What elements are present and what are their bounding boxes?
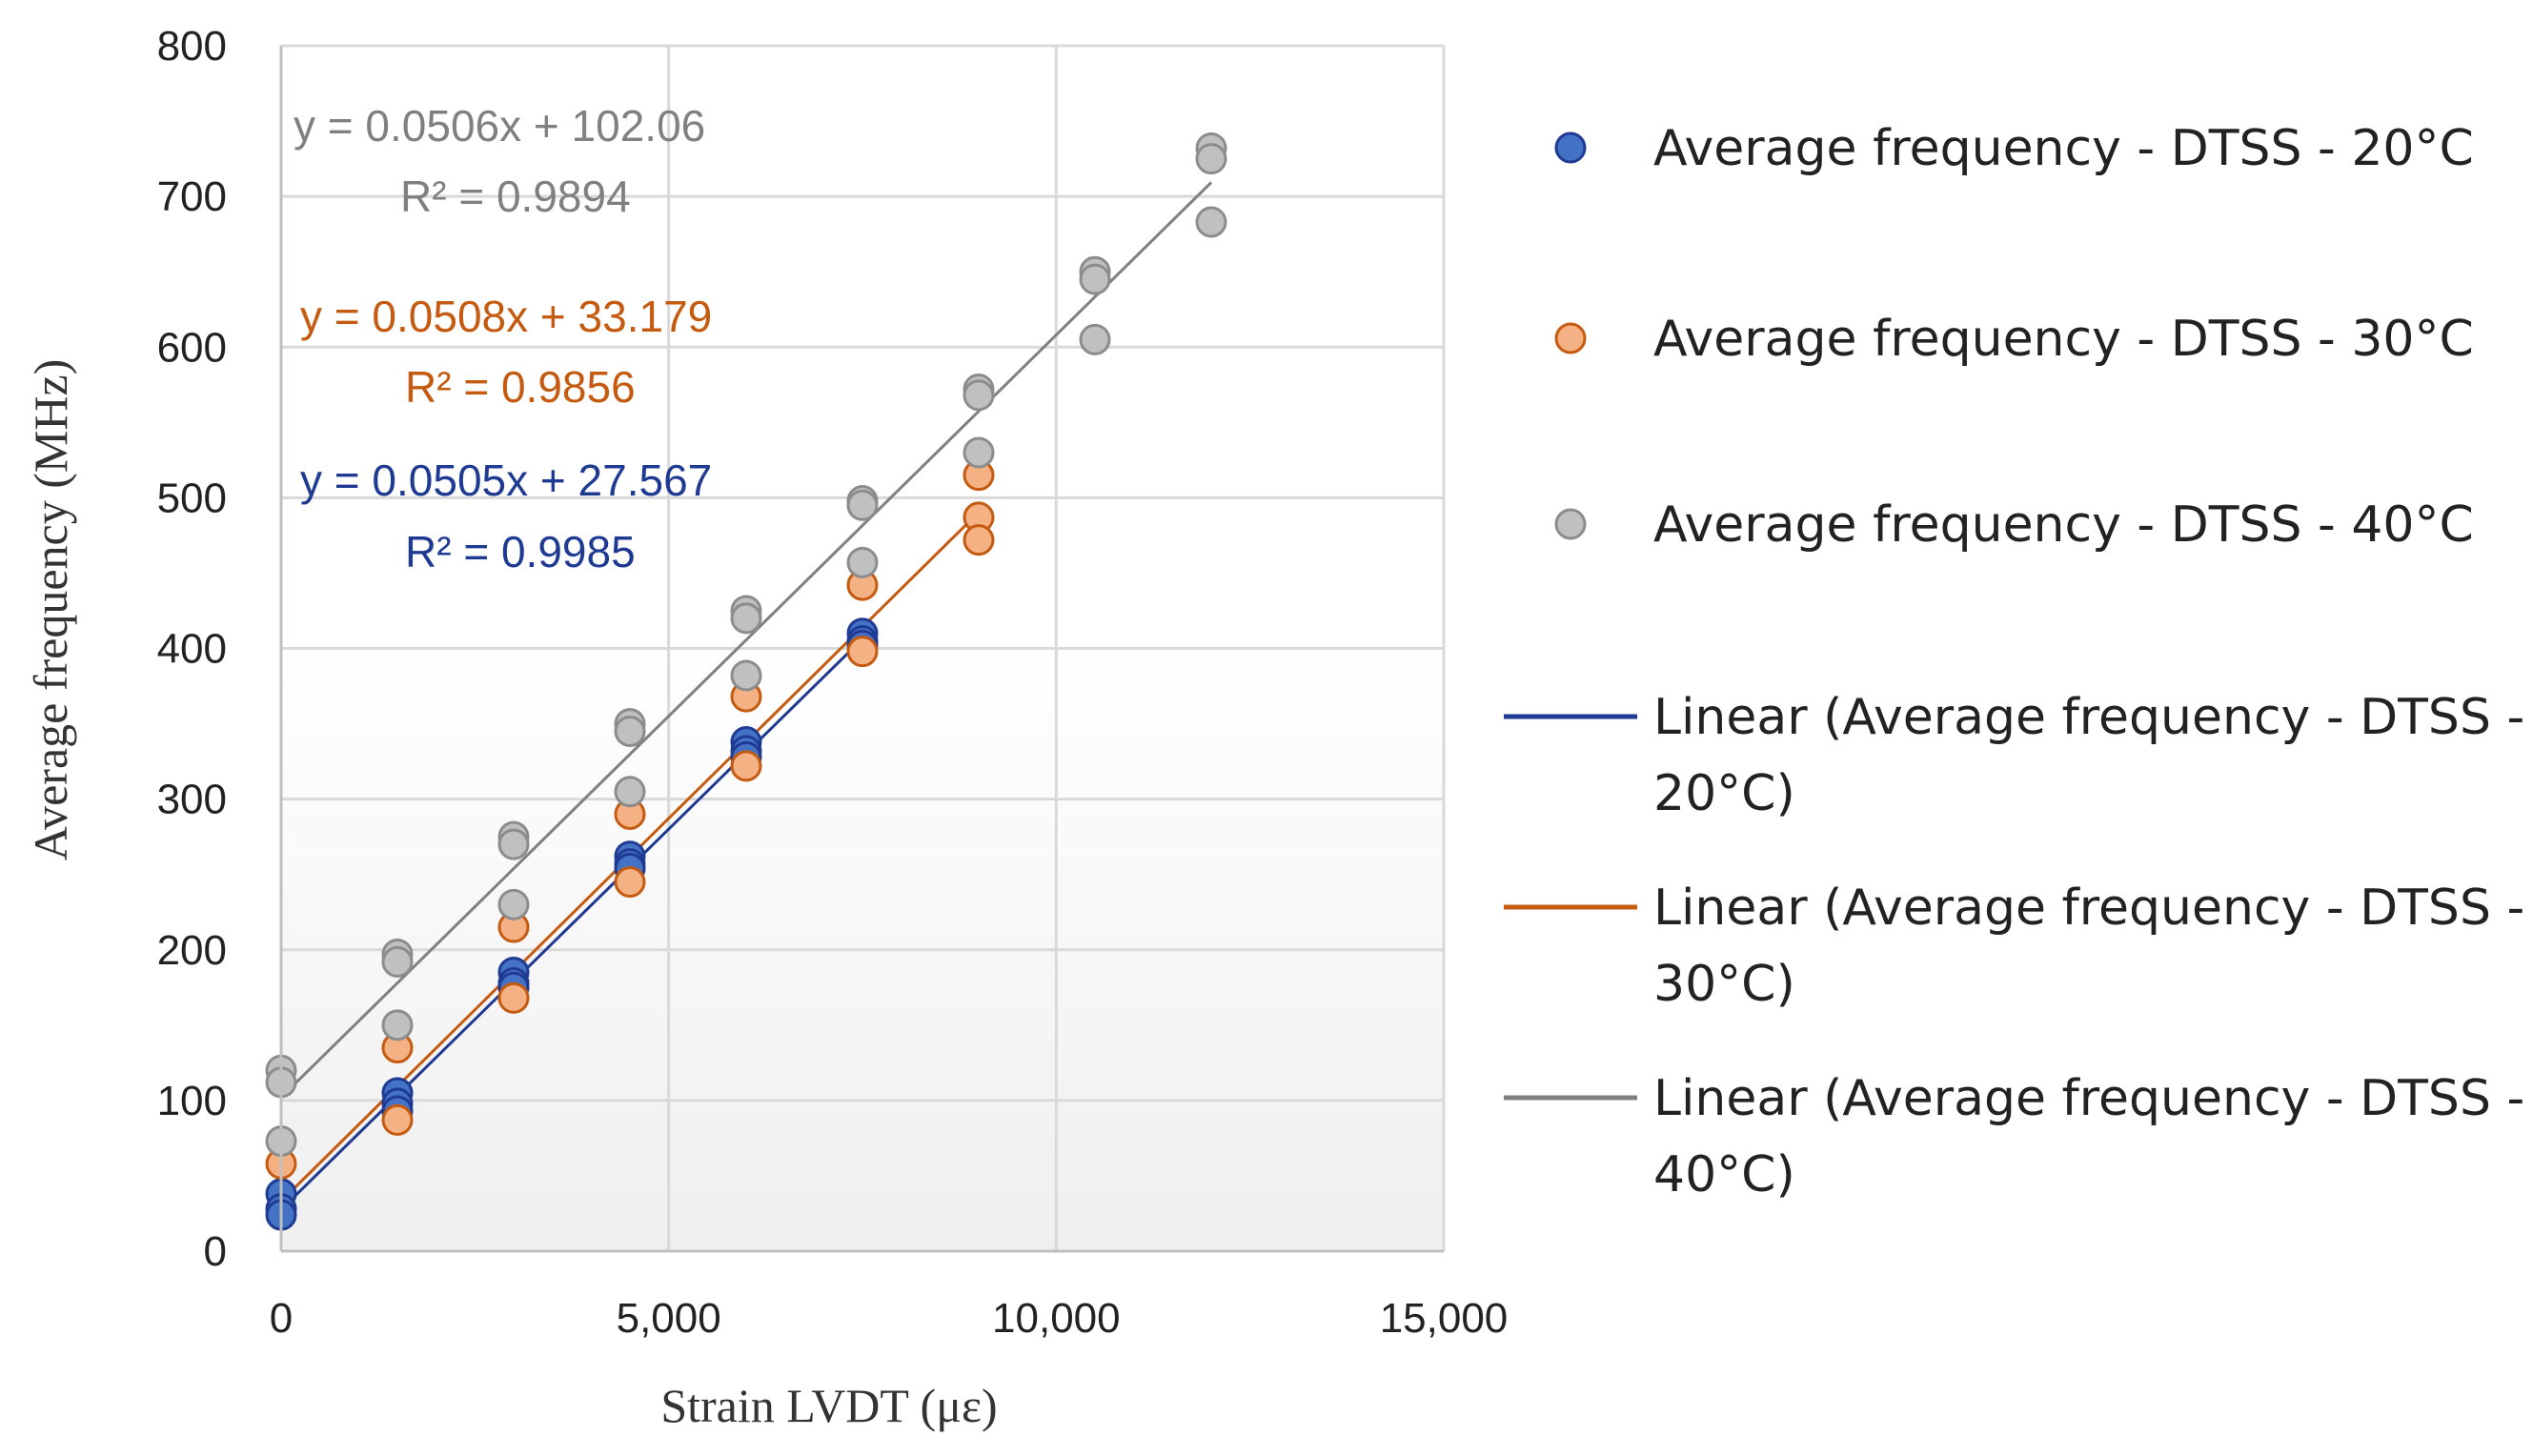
x-tick-label: 15,000 xyxy=(1380,1295,1509,1342)
data-point xyxy=(846,489,879,521)
data-point xyxy=(846,636,879,668)
trendline-r2: R² = 0.9856 xyxy=(405,362,636,412)
data-point xyxy=(1195,143,1227,175)
y-tick-label: 300 xyxy=(157,777,227,823)
legend-label: Average frequency - DTSS - 30°C xyxy=(1653,311,2474,368)
data-point xyxy=(1079,263,1111,295)
legend: Average frequency - DTSS - 20°C Average f… xyxy=(1504,120,2524,1203)
data-point xyxy=(614,866,646,899)
data-point xyxy=(381,945,414,978)
data-point xyxy=(497,981,530,1014)
trendline-equation: y = 0.0506x + 102.06 xyxy=(294,101,705,151)
data-point xyxy=(963,436,995,469)
x-tick-label: 5,000 xyxy=(617,1295,721,1342)
data-point xyxy=(614,776,646,808)
data-point xyxy=(381,1009,414,1041)
data-point xyxy=(1079,323,1111,355)
legend-label-cont: 20°C) xyxy=(1653,765,1795,822)
data-point xyxy=(497,828,530,860)
x-tick-label: 0 xyxy=(270,1295,293,1342)
y-tick-label: 400 xyxy=(157,626,227,673)
data-point xyxy=(963,379,995,412)
trendline-equation: y = 0.0508x + 33.179 xyxy=(300,292,712,341)
trendline xyxy=(279,637,864,1211)
y-tick-label: 600 xyxy=(157,324,227,371)
x-axis-title: Strain LVDT (με) xyxy=(660,1379,997,1432)
legend-label: Linear (Average frequency - DTSS - xyxy=(1653,880,2524,937)
legend-label: Average frequency - DTSS - 40°C xyxy=(1653,496,2474,554)
trendline-r2: R² = 0.9985 xyxy=(405,527,636,576)
data-point xyxy=(381,1103,414,1136)
legend-label-cont: 30°C) xyxy=(1653,956,1795,1013)
y-tick-label: 700 xyxy=(157,173,227,220)
y-tick-label: 0 xyxy=(204,1228,227,1275)
y-axis-title: Average frequency (MHz) xyxy=(24,359,77,861)
trendline-annotations: y = 0.0505x + 27.567 R² = 0.9985 y = 0.050… xyxy=(294,101,712,576)
data-point xyxy=(846,546,879,578)
data-point xyxy=(614,715,646,747)
axes: 0 100 200 300 400 500 600 700 800 0 5,000 10,000 15,… xyxy=(24,23,1508,1432)
trendline-r2: R² = 0.9894 xyxy=(400,172,631,221)
grid xyxy=(281,44,1446,1251)
x-tick-label: 10,000 xyxy=(992,1295,1121,1342)
legend-label: Linear (Average frequency - DTSS - xyxy=(1653,1070,2524,1127)
legend-label-cont: 40°C) xyxy=(1653,1146,1795,1203)
data-point xyxy=(497,888,530,920)
legend-marker xyxy=(1554,131,1587,164)
data-point xyxy=(963,524,995,556)
y-tick-label: 800 xyxy=(157,23,227,70)
legend-label: Linear (Average frequency - DTSS - xyxy=(1653,689,2524,746)
y-tick-label: 500 xyxy=(157,475,227,521)
data-point xyxy=(730,750,762,782)
y-tick-label: 200 xyxy=(157,927,227,974)
trendline xyxy=(279,181,1213,1099)
trendline-equation: y = 0.0505x + 27.567 xyxy=(300,455,712,505)
data-point xyxy=(730,659,762,692)
data-point xyxy=(1195,206,1227,238)
legend-marker xyxy=(1554,508,1587,540)
y-tick-label: 100 xyxy=(157,1078,227,1124)
legend-label: Average frequency - DTSS - 20°C xyxy=(1653,120,2474,177)
legend-marker xyxy=(1554,322,1587,354)
data-point xyxy=(730,602,762,635)
